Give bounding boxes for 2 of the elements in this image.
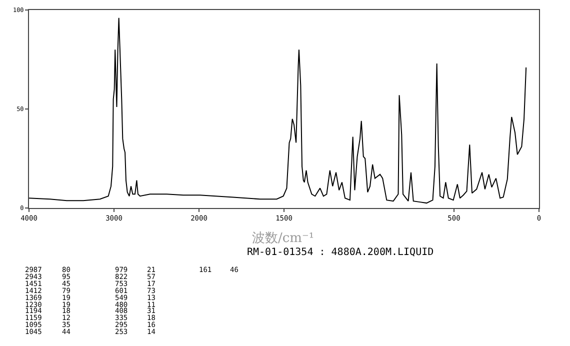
x-axis-title: 波数/cm⁻¹ <box>252 231 314 246</box>
text: RM-01-01354 : 4880A.200M.LIQUID <box>247 247 434 258</box>
